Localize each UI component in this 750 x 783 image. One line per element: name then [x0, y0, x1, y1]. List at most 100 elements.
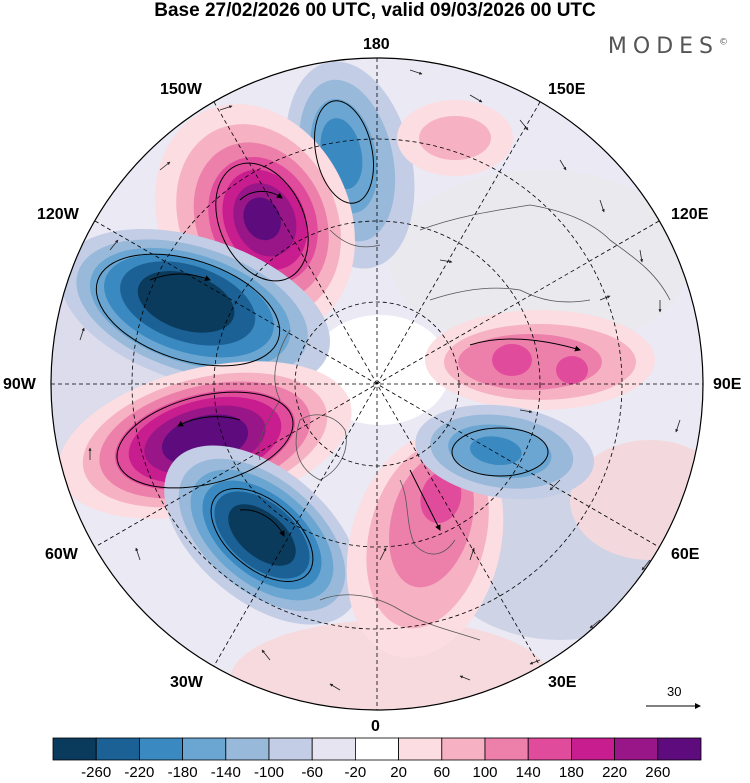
colorbar-tick-label: 60: [433, 764, 451, 781]
colorbar-swatch: [225, 737, 270, 761]
lon-label-90w: 90W: [3, 376, 36, 393]
colorbar-swatch: [398, 737, 443, 761]
colorbar-tick-label: -140: [210, 764, 241, 781]
wind-vector: [675, 419, 681, 433]
streamline-europe-flow: [409, 469, 441, 531]
lon-label-120w: 120W: [37, 206, 79, 223]
reference-vector-label: 30: [667, 684, 682, 699]
colorbar-tick-label: 100: [472, 764, 498, 781]
wind-vector: [219, 105, 233, 111]
negative-anomaly-north-atlantic-core: [228, 504, 296, 566]
positive-anomaly-siberia-core-b: [556, 356, 588, 384]
colorbar-swatch: [354, 737, 399, 761]
colorbar-swatch: [311, 737, 356, 761]
lon-label-60e: 60E: [671, 546, 700, 563]
colorbar-tick-label: -180: [167, 764, 198, 781]
colorbar-swatch: [441, 737, 486, 761]
streamline-atlantic-arrow: [239, 509, 285, 537]
wind-vector: [519, 119, 529, 131]
wind-vector: [261, 649, 271, 661]
wind-vector: [641, 559, 651, 571]
colorbar-swatch: [95, 737, 140, 761]
lon-label-90e: 90E: [713, 376, 742, 393]
wind-vector: [589, 619, 601, 629]
colorbar-tick-label: 180: [558, 764, 584, 781]
negative-anomaly-central-asia-core: [469, 436, 522, 466]
positive-anomaly-gulf-of-alaska-core: [243, 197, 281, 241]
light-field-asia: [390, 170, 690, 350]
wind-vectors: [79, 69, 681, 691]
streamline-siberia-flow: [469, 338, 581, 352]
map-border: [50, 57, 704, 711]
streamline-asia-loop: [451, 427, 549, 477]
wind-vector: [159, 161, 171, 171]
colorbar: [52, 737, 702, 761]
positive-anomaly-bering-sea-core: [419, 116, 491, 160]
streamline-eastna-loop: [116, 391, 294, 489]
colorbar-swatch: [52, 737, 97, 761]
lon-label-30w: 30W: [170, 674, 203, 691]
colorbar-tick-label: 260: [645, 764, 671, 781]
streamline-alaska-arrow: [239, 191, 283, 201]
wind-vector: [469, 547, 475, 561]
lon-label-60w: 60W: [45, 546, 78, 563]
wind-vector: [559, 159, 567, 171]
lon-label-150w: 150W: [160, 81, 202, 98]
streamline-eastna-arrow: [177, 416, 241, 427]
wind-vector: [329, 683, 341, 691]
lon-label-180: 180: [363, 36, 390, 53]
light-field-south: [230, 620, 550, 710]
map-title: Base 27/02/2026 00 UTC, valid 09/03/2026…: [154, 0, 596, 21]
light-field-east: [570, 440, 703, 560]
streamline-canada-arrow: [149, 273, 211, 281]
graticule: [51, 58, 703, 710]
coastline-europe: [319, 594, 481, 641]
brand-text: MODES: [607, 34, 719, 59]
lon-label-30e: 30E: [548, 674, 577, 691]
wind-vector: [519, 409, 533, 414]
coastline-alaska: [329, 229, 381, 248]
colorbar-swatch: [484, 737, 529, 761]
colorbar-swatch: [182, 737, 227, 761]
wind-vector: [379, 547, 387, 561]
streamline-alaska-loop: [215, 162, 309, 282]
colorbar-swatch: [614, 737, 659, 761]
colorbar-tick-label: -20: [344, 764, 367, 781]
wind-vector: [109, 239, 119, 251]
brand-logo: MODES©: [608, 34, 728, 59]
colorbar-tick-label: -220: [124, 764, 155, 781]
lon-label-120e: 120E: [671, 206, 709, 223]
negative-anomaly-canada-core: [137, 271, 235, 333]
lon-label-0: 0: [371, 718, 380, 735]
wind-vector: [599, 199, 605, 213]
wind-vector: [529, 659, 541, 665]
colorbar-swatch: [138, 737, 183, 761]
coastline-north-america: [258, 329, 291, 461]
colorbar-tick-label: 20: [390, 764, 407, 781]
coastline-greenland: [295, 414, 347, 481]
circulation-streamlines: [95, 100, 581, 583]
colorbar-swatch: [571, 737, 616, 761]
wind-vector: [79, 327, 85, 341]
coastline-arctic-asia: [429, 287, 591, 303]
wind-vector: [469, 94, 483, 103]
wind-vector: [409, 69, 423, 75]
brand-mark: ©: [719, 37, 728, 48]
wind-vector: [599, 295, 611, 301]
coastline-scandinavia: [399, 479, 456, 555]
wind-vector: [549, 479, 561, 491]
colorbar-swatch: [268, 737, 313, 761]
colorbar-tick-label: 220: [602, 764, 628, 781]
lon-label-150e: 150E: [548, 81, 586, 98]
colorbar-tick-label: -100: [253, 764, 285, 781]
wind-vector: [439, 259, 453, 264]
streamline-atlantic-loop: [210, 487, 314, 583]
map-disc: [51, 58, 703, 710]
colorbar-tick-label: 140: [515, 764, 541, 781]
wind-vector: [135, 547, 141, 561]
colorbar-tick-label: -60: [301, 764, 324, 781]
colorbar-swatch: [527, 737, 572, 761]
colorbar-swatch: [657, 737, 702, 761]
meridian-60w-120e: [94, 220, 660, 548]
